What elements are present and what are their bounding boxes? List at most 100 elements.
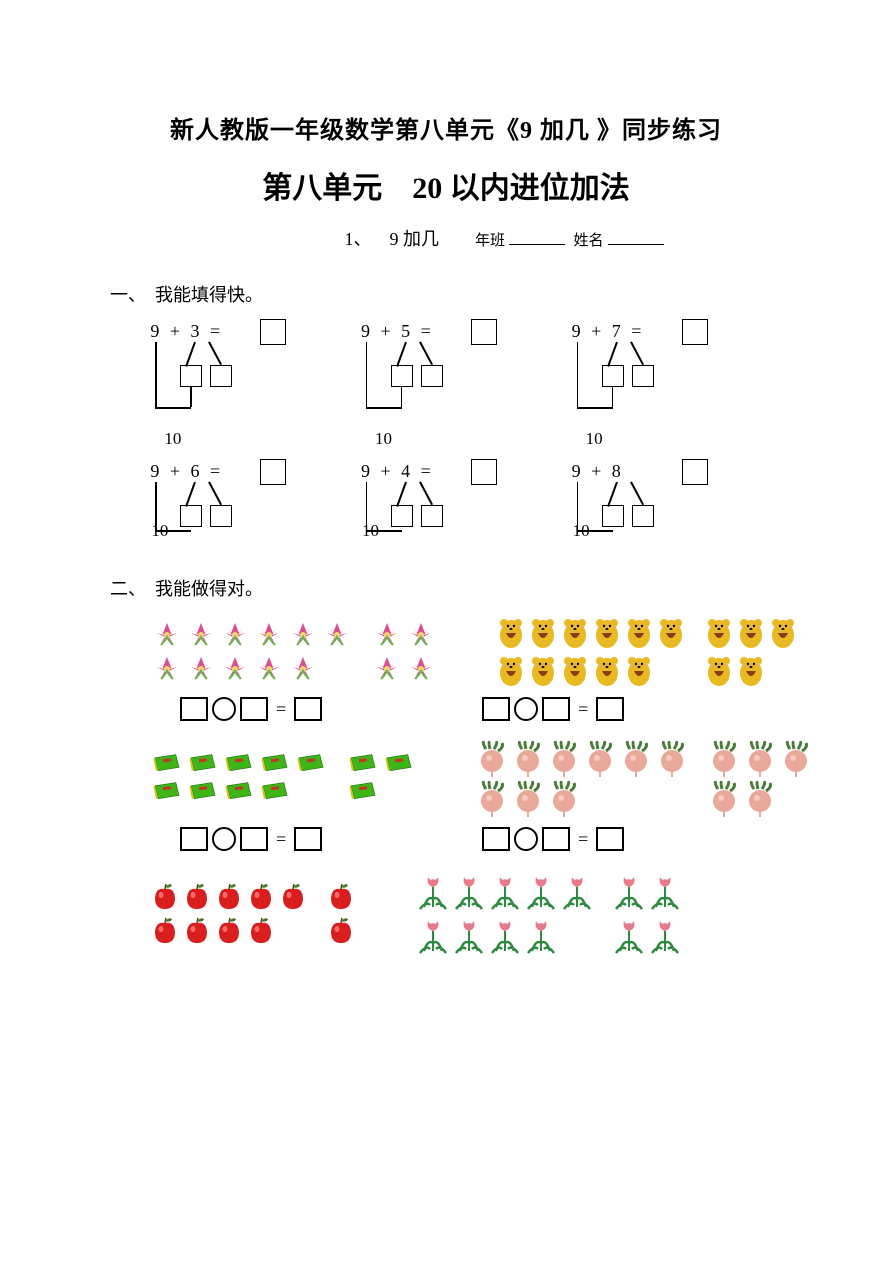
bear-icon bbox=[704, 615, 734, 649]
split-box[interactable] bbox=[602, 505, 624, 527]
operand-box[interactable] bbox=[482, 697, 510, 721]
icon-group bbox=[370, 619, 436, 683]
operand-box[interactable] bbox=[180, 697, 208, 721]
apple-icon bbox=[278, 881, 308, 911]
icon-row bbox=[346, 753, 416, 777]
icon-row bbox=[150, 619, 352, 649]
split-box[interactable] bbox=[602, 365, 624, 387]
icon-group bbox=[496, 615, 686, 687]
answer-row: = = bbox=[110, 827, 782, 851]
icon-row bbox=[704, 615, 798, 649]
bear-icon bbox=[624, 653, 654, 687]
operator-circle[interactable] bbox=[212, 697, 236, 721]
equation-row-2: 9 + 6 = 10 9 + 4 = 10 9 + 8 10 bbox=[110, 461, 782, 551]
bear-icon bbox=[736, 653, 766, 687]
answer-box[interactable] bbox=[260, 459, 286, 485]
split-box[interactable] bbox=[632, 505, 654, 527]
apple-icon bbox=[326, 915, 356, 945]
operand-box[interactable] bbox=[482, 827, 510, 851]
answer-box[interactable] bbox=[260, 319, 286, 345]
split-line bbox=[185, 482, 195, 507]
radish-icon bbox=[708, 781, 742, 817]
picture-row bbox=[110, 615, 782, 687]
result-box[interactable] bbox=[596, 697, 624, 721]
radish-icon bbox=[512, 781, 546, 817]
book-icon bbox=[222, 753, 256, 777]
answer-box[interactable] bbox=[682, 459, 708, 485]
icon-row bbox=[612, 871, 682, 911]
ten-label: 10 bbox=[375, 429, 392, 449]
book-icon bbox=[294, 753, 328, 777]
operand-box[interactable] bbox=[180, 827, 208, 851]
result-box[interactable] bbox=[596, 827, 624, 851]
operand-box[interactable] bbox=[542, 827, 570, 851]
split-box[interactable] bbox=[210, 505, 232, 527]
answer-box[interactable] bbox=[682, 319, 708, 345]
bear-icon bbox=[592, 653, 622, 687]
flower-icon bbox=[252, 619, 284, 649]
split-box[interactable] bbox=[391, 505, 413, 527]
radish-icon bbox=[620, 741, 654, 777]
page-title-2: 第八单元 20 以内进位加法 bbox=[110, 163, 782, 207]
book-icon bbox=[186, 781, 220, 805]
radish-icon bbox=[476, 741, 510, 777]
icon-group bbox=[150, 881, 308, 945]
split-box[interactable] bbox=[210, 365, 232, 387]
name-blank[interactable] bbox=[608, 227, 664, 245]
flower-icon bbox=[286, 619, 318, 649]
bear-icon bbox=[656, 615, 686, 649]
book-icon bbox=[258, 781, 292, 805]
tulip-icon bbox=[648, 871, 682, 911]
tulip-icon bbox=[612, 915, 646, 955]
bear-icon bbox=[560, 653, 590, 687]
split-box[interactable] bbox=[421, 505, 443, 527]
radish-icon bbox=[656, 741, 690, 777]
icon-group bbox=[326, 881, 356, 945]
class-blank[interactable] bbox=[509, 227, 565, 245]
operator-circle[interactable] bbox=[514, 697, 538, 721]
apple-icon bbox=[182, 881, 212, 911]
icon-group bbox=[476, 741, 690, 817]
split-line bbox=[577, 342, 579, 407]
book-icon bbox=[258, 753, 292, 777]
flower-icon bbox=[404, 653, 436, 683]
operator-circle[interactable] bbox=[212, 827, 236, 851]
picture-group-left bbox=[150, 615, 436, 687]
equation-expr: 9 + 4 = bbox=[361, 461, 434, 482]
icon-group bbox=[150, 619, 352, 683]
icon-row bbox=[346, 781, 416, 805]
operator-circle[interactable] bbox=[514, 827, 538, 851]
icon-row bbox=[416, 915, 594, 955]
equation-expr: 9 + 5 = bbox=[361, 321, 434, 342]
split-box[interactable] bbox=[180, 365, 202, 387]
tulip-icon bbox=[452, 871, 486, 911]
flower-icon bbox=[218, 619, 250, 649]
answer-box[interactable] bbox=[471, 459, 497, 485]
split-box[interactable] bbox=[421, 365, 443, 387]
split-line bbox=[185, 342, 195, 367]
answer-equation: = bbox=[482, 827, 624, 851]
equation-block: 9 + 5 = 10 bbox=[361, 321, 531, 451]
result-box[interactable] bbox=[294, 827, 322, 851]
bear-icon bbox=[624, 615, 654, 649]
split-box[interactable] bbox=[391, 365, 413, 387]
split-line bbox=[155, 407, 191, 409]
result-box[interactable] bbox=[294, 697, 322, 721]
ten-label: 10 bbox=[362, 521, 379, 541]
tulip-icon bbox=[452, 915, 486, 955]
ten-label: 10 bbox=[151, 521, 168, 541]
operand-box[interactable] bbox=[542, 697, 570, 721]
operand-box[interactable] bbox=[240, 697, 268, 721]
icon-row bbox=[150, 781, 328, 805]
radish-icon bbox=[548, 741, 582, 777]
book-icon bbox=[150, 781, 184, 805]
section-2-label: 二、 我能做得对。 bbox=[110, 575, 782, 601]
equals-sign: = bbox=[276, 699, 286, 720]
split-box[interactable] bbox=[632, 365, 654, 387]
answer-box[interactable] bbox=[471, 319, 497, 345]
page-title-1: 新人教版一年级数学第八单元《9 加几 》同步练习 bbox=[110, 110, 782, 145]
equals-sign: = bbox=[578, 699, 588, 720]
operand-box[interactable] bbox=[240, 827, 268, 851]
icon-group bbox=[416, 871, 594, 955]
split-box[interactable] bbox=[180, 505, 202, 527]
